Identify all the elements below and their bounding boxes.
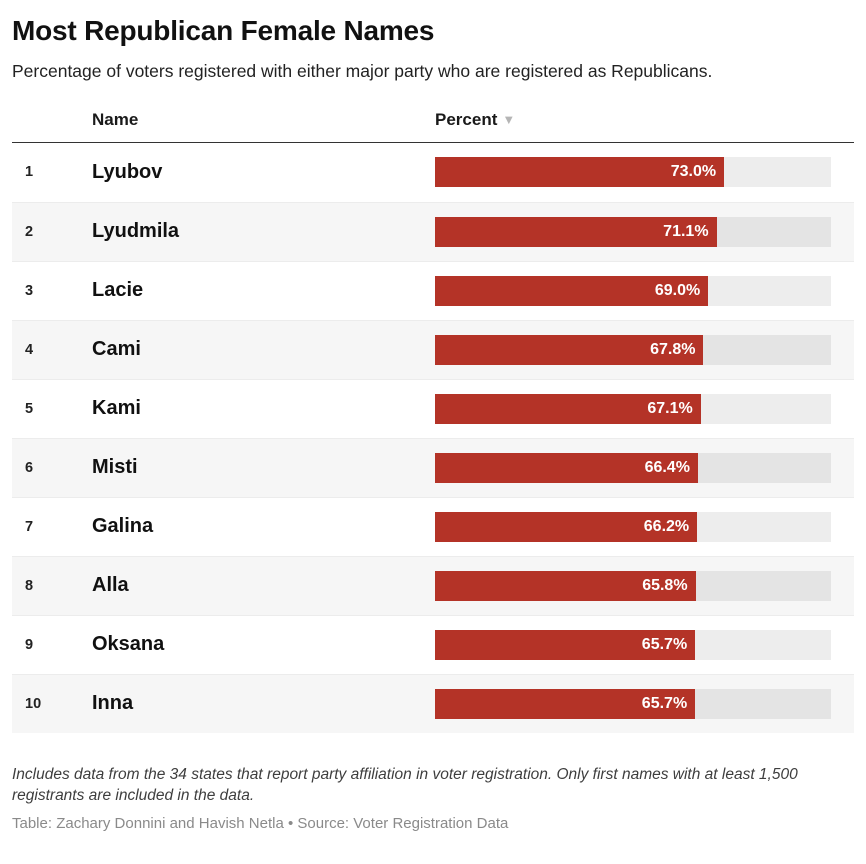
table-row: 8 Alla 65.8%: [12, 555, 854, 615]
bar-track: 69.0%: [435, 275, 831, 306]
percent-value-label: 65.7%: [641, 694, 688, 712]
name-cell: Lyudmila: [92, 220, 180, 243]
column-header-name[interactable]: Name: [92, 109, 139, 129]
bar-fill: 65.7%: [435, 688, 696, 719]
bar-fill: 66.2%: [435, 511, 698, 542]
table-row: 3 Lacie 69.0%: [12, 260, 854, 320]
table-row: 1 Lyubov 73.0%: [12, 143, 854, 202]
name-cell: Oksana: [92, 633, 165, 656]
name-cell: Lyubov: [92, 160, 163, 183]
bar-cell: 71.1%: [435, 216, 854, 247]
rank-cell: 7: [25, 518, 34, 535]
table-row: 2 Lyudmila 71.1%: [12, 201, 854, 261]
bar-fill: 73.0%: [435, 157, 725, 188]
bar-track: 67.8%: [435, 334, 831, 365]
bar-cell: 66.4%: [435, 452, 854, 483]
rank-cell: 2: [25, 223, 34, 240]
bar-fill: 65.8%: [435, 570, 696, 601]
name-cell: Misti: [92, 456, 138, 479]
table-row: 7 Galina 66.2%: [12, 496, 854, 556]
table-row: 6 Misti 66.4%: [12, 437, 854, 497]
footnote: Includes data from the 34 states that re…: [12, 765, 798, 805]
percent-header-label: Percent: [435, 109, 498, 129]
percent-value-label: 67.1%: [647, 399, 693, 417]
credits-line: Table: Zachary Donnini and Havish Netla …: [12, 814, 509, 832]
bar-cell: 69.0%: [435, 275, 854, 306]
bar-fill: 71.1%: [435, 216, 717, 247]
table-row: 5 Kami 67.1%: [12, 378, 854, 438]
page-subtitle: Percentage of voters registered with eit…: [12, 60, 713, 81]
bar-track: 65.7%: [435, 629, 831, 660]
bar-cell: 67.1%: [435, 393, 854, 424]
bar-track: 65.8%: [435, 570, 831, 601]
rank-cell: 6: [25, 459, 34, 476]
bar-fill: 66.4%: [435, 452, 698, 483]
percent-value-label: 66.2%: [643, 517, 690, 535]
bar-cell: 73.0%: [435, 157, 854, 188]
table-footer: Includes data from the 34 states that re…: [12, 764, 854, 832]
bar-track: 71.1%: [435, 216, 831, 247]
bar-track: 67.1%: [435, 393, 831, 424]
percent-value-label: 71.1%: [663, 222, 709, 240]
column-header-percent[interactable]: Percent ▼: [435, 110, 854, 130]
rank-cell: 5: [25, 400, 34, 417]
bar-track: 65.7%: [435, 688, 831, 719]
rank-cell: 1: [25, 164, 34, 181]
bar-cell: 67.8%: [435, 334, 854, 365]
name-cell: Lacie: [92, 279, 144, 302]
bar-track: 73.0%: [435, 157, 831, 188]
bar-track: 66.4%: [435, 452, 831, 483]
bar-fill: 67.8%: [435, 334, 704, 365]
bar-fill: 67.1%: [435, 393, 701, 424]
bar-track: 66.2%: [435, 511, 831, 542]
name-cell: Cami: [92, 338, 141, 361]
bar-fill: 65.7%: [435, 629, 696, 660]
name-cell: Inna: [92, 692, 134, 715]
table-chart-page: Most Republican Female Names Percentage …: [12, 15, 854, 832]
percent-value-label: 69.0%: [654, 281, 701, 299]
percent-value-label: 73.0%: [670, 163, 717, 181]
table-row: 9 Oksana 65.7%: [12, 614, 854, 674]
percent-value-label: 67.8%: [650, 340, 696, 358]
table-row: 4 Cami 67.8%: [12, 319, 854, 379]
table-header-row: Name Percent ▼: [12, 110, 854, 143]
bar-fill: 69.0%: [435, 275, 709, 306]
percent-value-label: 65.7%: [641, 635, 688, 653]
table-row: 10 Inna 65.7%: [12, 673, 854, 733]
rank-cell: 3: [25, 282, 34, 299]
bar-cell: 65.7%: [435, 629, 854, 660]
name-cell: Kami: [92, 397, 141, 420]
rank-cell: 9: [25, 636, 34, 653]
table-body: 1 Lyubov 73.0% 2 Lyudmila 71.1% 3: [12, 143, 854, 733]
percent-value-label: 66.4%: [644, 458, 690, 476]
bar-cell: 65.7%: [435, 688, 854, 719]
name-cell: Alla: [92, 574, 129, 597]
rank-cell: 8: [25, 577, 34, 594]
bar-cell: 66.2%: [435, 511, 854, 542]
percent-value-label: 65.8%: [642, 576, 688, 594]
page-title: Most Republican Female Names: [12, 15, 435, 46]
name-cell: Galina: [92, 515, 154, 538]
rank-cell: 10: [25, 695, 42, 712]
bar-cell: 65.8%: [435, 570, 854, 601]
sort-desc-icon: ▼: [502, 111, 516, 127]
rank-cell: 4: [25, 341, 34, 358]
